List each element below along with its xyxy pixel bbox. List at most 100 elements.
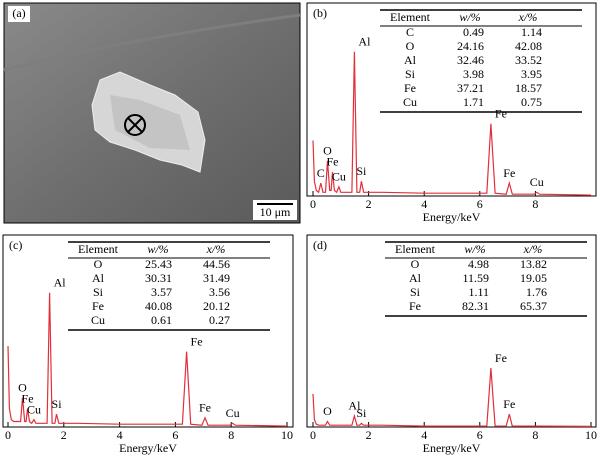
table-header: Element (78, 242, 119, 256)
panel-frame (306, 2, 597, 197)
table-cell: Al (404, 53, 417, 67)
analysis-point (124, 114, 146, 136)
table-header: Element (390, 10, 431, 24)
spectrum-line (312, 368, 592, 427)
panel-label: (c) (9, 238, 22, 252)
panel-frame (2, 234, 294, 428)
table-cell: Cu (403, 95, 417, 109)
table-cell: 32.46 (457, 53, 484, 67)
table-cell: O (411, 257, 420, 271)
peak-label: Al (54, 275, 67, 289)
table-cell: 31.49 (203, 271, 230, 285)
table-header: x/% (523, 242, 543, 256)
table-cell: 20.12 (203, 299, 230, 313)
x-axis-label: Energy/keV (423, 210, 481, 224)
table-header: w/% (459, 10, 480, 24)
spectrum-line (312, 51, 592, 196)
peak-label: Fe (495, 351, 507, 365)
table-cell: 42.08 (515, 39, 542, 53)
x-tick-label: 8 (532, 428, 538, 442)
x-tick-label: 0 (310, 197, 316, 211)
x-tick-label: 2 (366, 428, 372, 442)
table-cell: Cu (91, 313, 105, 327)
table-cell: 0.61 (151, 313, 172, 327)
x-tick-label: 6 (477, 197, 483, 211)
x-tick-label: 0 (310, 428, 316, 442)
label-box (8, 6, 30, 22)
table-cell: 0.27 (209, 313, 230, 327)
table-cell: 1.76 (526, 285, 547, 299)
x-tick-label: 8 (228, 428, 234, 442)
x-tick-label: 4 (117, 428, 123, 442)
table-cell: Fe (404, 81, 416, 95)
table-header: Element (395, 242, 436, 256)
table-cell: C (406, 25, 414, 39)
table-cell: 82.31 (462, 299, 489, 313)
table-cell: Si (405, 67, 416, 81)
peak-label: Si (356, 406, 367, 420)
peak-label: Fe (503, 397, 515, 411)
table-cell: Al (409, 271, 422, 285)
table-cell: 37.21 (457, 81, 484, 95)
table-cell: 30.31 (145, 271, 172, 285)
peak-label: Cu (226, 406, 240, 420)
table-cell: 3.95 (521, 67, 542, 81)
peak-label: Si (356, 164, 367, 178)
x-tick-label: 10 (281, 428, 293, 442)
table-cell: Si (93, 285, 104, 299)
peak-label: Fe (22, 391, 34, 405)
panel-label: (b) (313, 6, 327, 20)
table-cell: 4.98 (468, 257, 489, 271)
peak-label: Fe (191, 334, 203, 348)
x-axis-label: Energy/keV (119, 441, 177, 455)
table-cell: 3.56 (209, 285, 230, 299)
table-cell: 3.57 (151, 285, 172, 299)
x-tick-label: 6 (477, 428, 483, 442)
peak-label: O (18, 380, 27, 394)
spectrum-line (7, 292, 288, 427)
panel-frame (306, 234, 597, 428)
table-cell: 11.59 (462, 271, 489, 285)
table-header: x/% (206, 242, 226, 256)
sem-texture (3, 13, 301, 72)
x-tick-label: 0 (5, 428, 11, 442)
table-header: w/% (147, 242, 168, 256)
table-cell: Si (410, 285, 421, 299)
table-header: x/% (518, 10, 538, 24)
table-cell: 13.82 (520, 257, 547, 271)
sem-image: (a) 10 μm (3, 2, 301, 224)
peak-label: Si (52, 397, 63, 411)
panel-label: (d) (313, 238, 327, 252)
peak-label: Al (348, 399, 361, 413)
x-tick-label: 2 (61, 428, 67, 442)
peak-label: Fe (199, 401, 211, 415)
table-cell: 1.11 (468, 285, 489, 299)
peak-label: O (323, 144, 332, 158)
x-tick-label: 8 (532, 197, 538, 211)
table-cell: 25.43 (145, 257, 172, 271)
peak-label: C (317, 166, 325, 180)
table-cell: 18.57 (515, 81, 542, 95)
scale-label: 10 μm (260, 205, 291, 219)
table-cell: 33.52 (515, 53, 542, 67)
table-cell: O (94, 257, 103, 271)
x-tick-label: 10 (585, 428, 597, 442)
peak-label: Cu (332, 170, 346, 184)
table-cell: 1.71 (463, 95, 484, 109)
peak-label: Fe (503, 166, 515, 180)
table-cell: 3.98 (463, 67, 484, 81)
x-tick-label: 4 (421, 197, 427, 211)
peak-label: Cu (530, 175, 544, 189)
table-cell: 44.56 (203, 257, 230, 271)
table-cell: 65.37 (520, 299, 547, 313)
table-cell: Fe (92, 299, 104, 313)
table-header: w/% (464, 242, 485, 256)
table-cell: O (406, 39, 415, 53)
x-axis-label: Energy/keV (423, 441, 481, 455)
table-cell: 0.75 (521, 95, 542, 109)
peak-label: Al (358, 34, 371, 48)
table-cell: 1.14 (521, 25, 542, 39)
x-tick-label: 4 (421, 428, 427, 442)
peak-label: Fe (326, 155, 338, 169)
